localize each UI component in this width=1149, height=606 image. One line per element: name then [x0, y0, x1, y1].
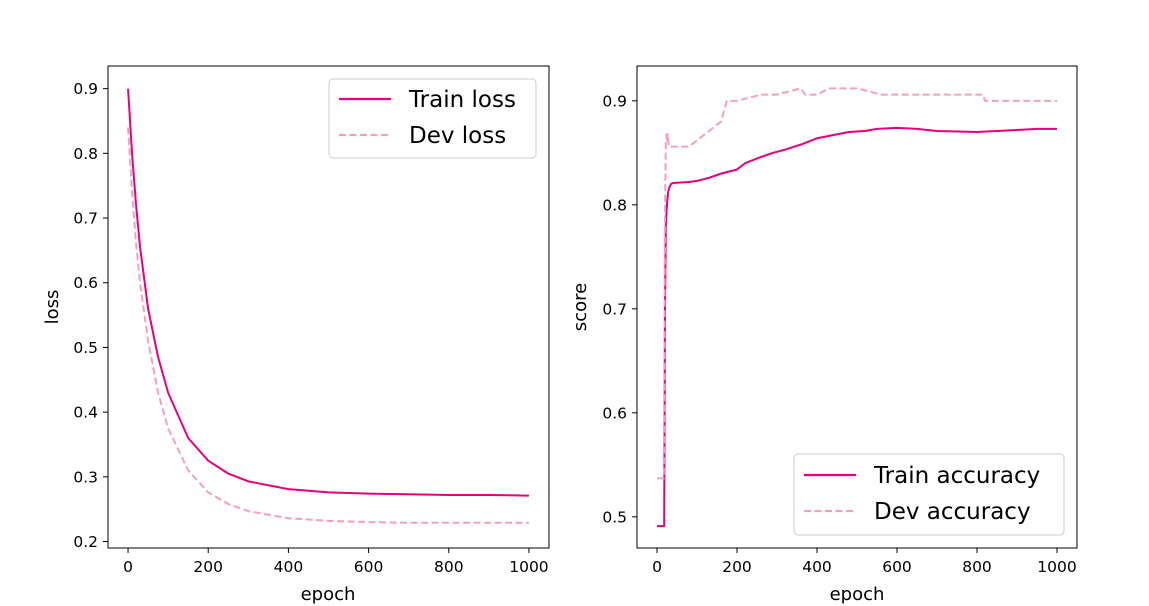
- score-y-tick-label: 0.6: [602, 404, 627, 422]
- loss-x-tick-label: 800: [434, 558, 464, 576]
- loss-y-tick-label: 0.8: [73, 145, 98, 163]
- loss-y-tick-label: 0.5: [73, 339, 98, 357]
- score-chart: 0 200 400 600 800 1000 0.5 0.6 0.7 0.8 0.9 epoch s…: [570, 65, 1078, 605]
- series-line-train-accuracy: [657, 126, 1057, 528]
- legend-label-dev-loss: Dev loss: [409, 123, 506, 149]
- score-x-axis-label: epoch: [830, 584, 885, 605]
- score-ticks: 0 200 400 600 800 1000 0.5 0.6 0.7 0.8 0.9: [602, 92, 1076, 576]
- loss-x-tick-label: 1000: [509, 558, 548, 576]
- loss-y-tick-label: 0.7: [73, 210, 98, 228]
- loss-y-tick-label: 0.6: [73, 274, 98, 292]
- score-x-tick-label: 0: [652, 558, 662, 576]
- score-x-tick-label: 1000: [1037, 558, 1076, 576]
- score-y-tick-label: 0.9: [602, 92, 627, 110]
- loss-x-tick-label: 200: [193, 558, 223, 576]
- series-line-train-loss: [127, 88, 529, 497]
- score-y-tick-label: 0.5: [602, 508, 627, 526]
- loss-x-tick-label: 600: [354, 558, 384, 576]
- score-axes-frame: [636, 65, 1078, 549]
- score-y-tick-label: 0.8: [602, 196, 627, 214]
- score-legend-box: [793, 453, 1065, 536]
- loss-y-tick-label: 0.9: [73, 80, 98, 98]
- loss-x-tick-label: 0: [123, 558, 133, 576]
- legend-label-train-loss: Train loss: [408, 87, 516, 113]
- loss-chart: 0 200 400 600 800 1000 0.2 0.3 0.4 0.5 0.6 0.7 0.8 0.…: [42, 65, 550, 605]
- loss-legend: Train loss Dev loss: [328, 78, 537, 159]
- loss-axes-frame: [107, 65, 550, 549]
- loss-y-tick-label: 0.4: [73, 404, 98, 422]
- loss-x-axis-label: epoch: [301, 584, 356, 605]
- score-x-tick-label: 400: [802, 558, 832, 576]
- series-line-dev-accuracy: [657, 87, 1057, 480]
- legend-label-train-accuracy: Train accuracy: [873, 463, 1040, 489]
- loss-y-axis-label: loss: [42, 290, 63, 325]
- loss-y-tick-label: 0.3: [73, 468, 98, 486]
- series-line-dev-loss: [127, 127, 529, 524]
- score-x-tick-label: 800: [962, 558, 992, 576]
- score-x-tick-label: 600: [882, 558, 912, 576]
- score-legend: Train accuracy Dev accuracy: [793, 453, 1065, 536]
- loss-x-tick-label: 400: [274, 558, 304, 576]
- loss-y-tick-label: 0.2: [73, 533, 98, 551]
- score-plot-area: [657, 87, 1057, 528]
- score-y-tick-label: 0.7: [602, 300, 627, 318]
- score-y-axis-label: score: [570, 283, 591, 331]
- score-x-tick-label: 200: [722, 558, 752, 576]
- legend-label-dev-accuracy: Dev accuracy: [874, 499, 1031, 525]
- loss-plot-area: [127, 88, 529, 524]
- loss-ticks: 0 200 400 600 800 1000 0.2 0.3 0.4 0.5 0.6 0.7 0.8 0.…: [73, 80, 548, 576]
